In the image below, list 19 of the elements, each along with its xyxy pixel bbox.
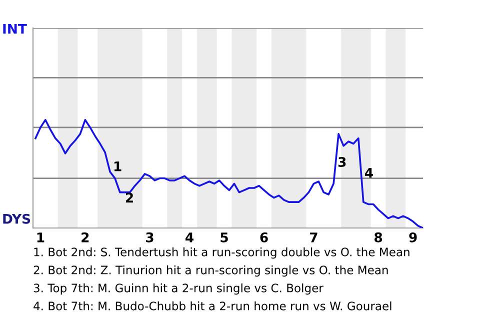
x-tick-label: 3 [146, 232, 154, 242]
annotation: 1 [114, 161, 122, 172]
annotation: 2 [126, 192, 133, 202]
x-tick-label: 5 [220, 232, 228, 242]
text: 4. Bot 7th: M. Budo-Chubb hit a 2-run home run vs W. Gourael [34, 301, 392, 310]
text: DYS [3, 214, 30, 224]
annotation: 3 [338, 156, 346, 167]
x-tick-label: 8 [374, 232, 382, 242]
text: INT [3, 24, 27, 34]
x-tick-label: 1 [37, 232, 44, 242]
x-tick-label: 9 [409, 232, 417, 242]
x-tick-label: 6 [260, 232, 268, 242]
annotation: 4 [364, 168, 373, 178]
x-tick-label: 4 [186, 232, 194, 242]
text: 1. Bot 2nd: S. Tendertush hit a run-scoring double vs O. the Mean [34, 247, 410, 259]
text: 3. Top 7th: M. Guinn hit a 2-run single vs C. Bolger [34, 283, 324, 295]
text: 2. Bot 2nd: Z. Tinurion hit a run-scoring single vs O. the Mean [34, 265, 388, 277]
x-tick-label: 2 [82, 232, 89, 242]
x-tick-label: 7 [310, 232, 318, 242]
